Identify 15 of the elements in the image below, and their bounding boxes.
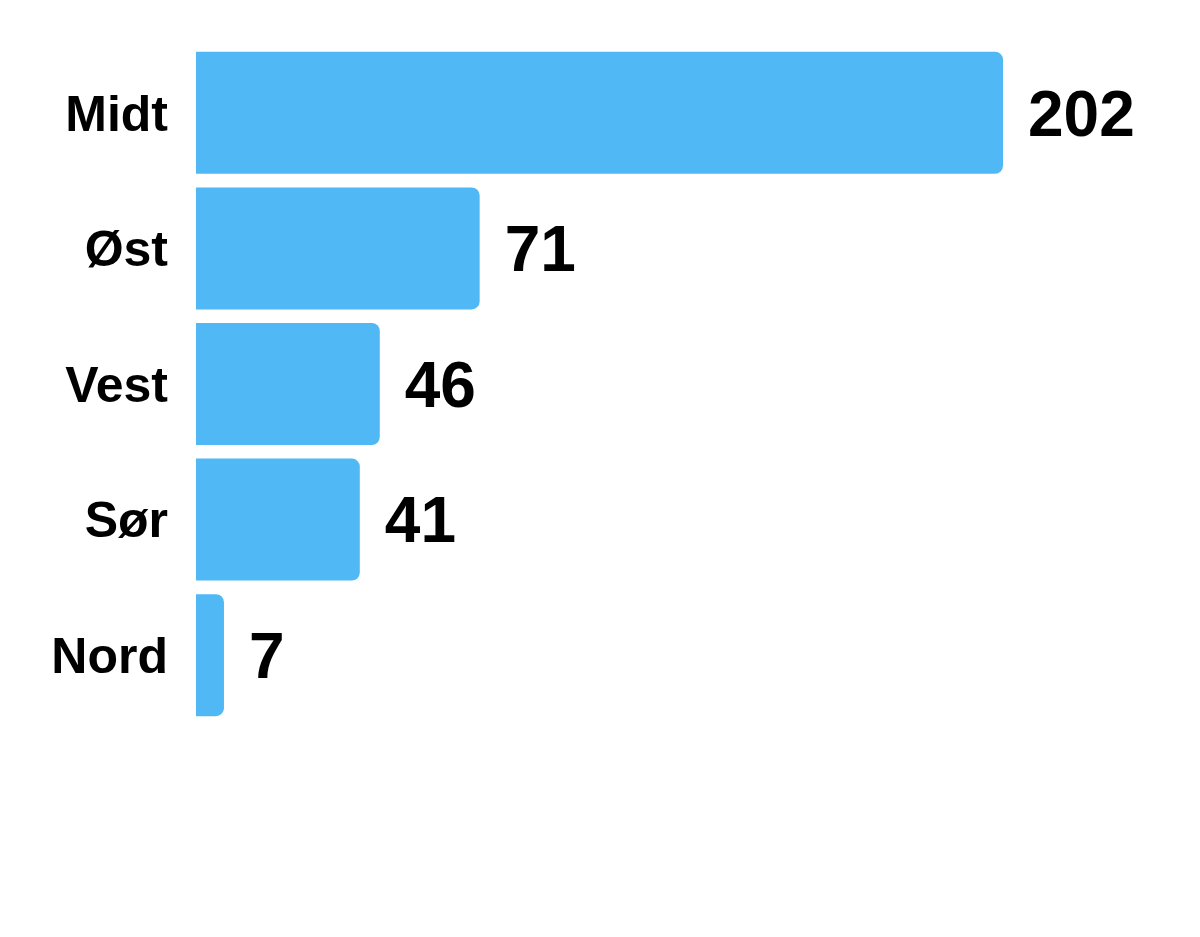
data-label: 41 — [384, 484, 456, 557]
bar — [196, 187, 480, 310]
y-tick-label: Øst — [84, 221, 169, 278]
bar — [196, 594, 224, 717]
y-tick-label: Sør — [84, 492, 168, 549]
data-label: 7 — [248, 619, 285, 692]
y-tick-label: Nord — [51, 627, 168, 684]
bar — [196, 51, 1003, 174]
bar — [196, 458, 360, 581]
data-label: 202 — [1028, 77, 1135, 150]
data-label: 71 — [504, 213, 576, 286]
y-tick-label: Midt — [65, 85, 169, 142]
data-label: 46 — [404, 348, 476, 421]
y-tick-label: Vest — [65, 356, 169, 413]
bar — [196, 322, 380, 445]
